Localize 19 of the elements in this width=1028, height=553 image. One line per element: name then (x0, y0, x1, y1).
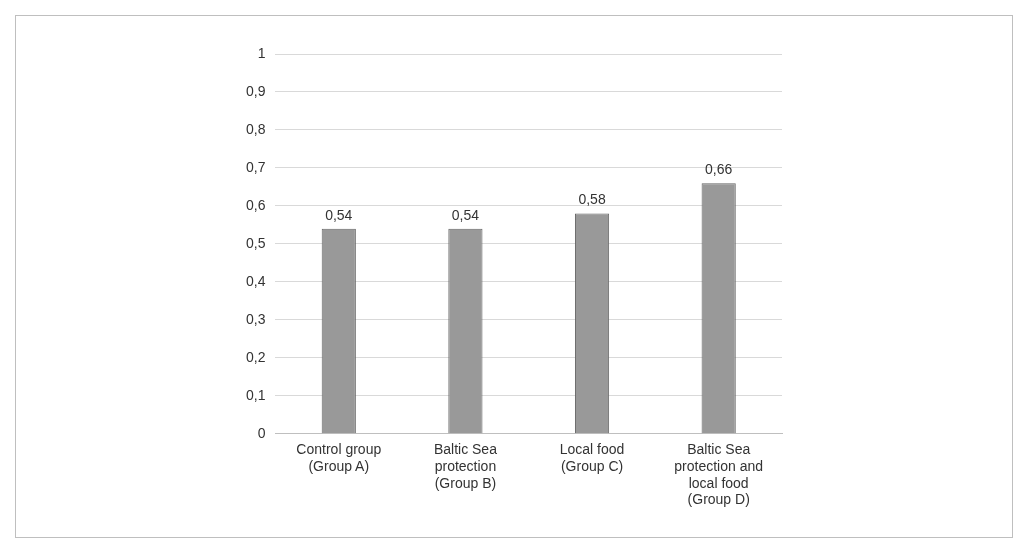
y-tick-label: 0,4 (245, 272, 266, 289)
data-label: 0,54 (325, 206, 353, 223)
y-tick-label: 0,3 (245, 310, 266, 327)
y-tick-label: 0,8 (245, 120, 266, 137)
y-tick-label: 0,6 (245, 196, 266, 213)
x-tick-label: Baltic Sea protection and local food (Group D) (674, 441, 764, 508)
y-tick-label: 0,2 (245, 348, 266, 365)
y-tick-label: 1 (257, 44, 266, 61)
x-tick-label: Local food (Group C) (559, 441, 625, 474)
y-tick-label: 0,9 (245, 82, 266, 99)
y-tick-label: 0,5 (245, 234, 266, 251)
y-tick-label: 0 (257, 424, 266, 441)
data-label: 0,66 (705, 160, 733, 177)
data-label: 0,58 (578, 191, 606, 208)
y-tick-label: 0,7 (245, 158, 266, 175)
y-tick-label: 0,1 (245, 386, 266, 403)
x-tick-label: Baltic Sea protection (Group B) (433, 441, 498, 491)
data-label: 0,54 (451, 206, 480, 223)
x-tick-label: Control group (Group A) (296, 441, 382, 474)
